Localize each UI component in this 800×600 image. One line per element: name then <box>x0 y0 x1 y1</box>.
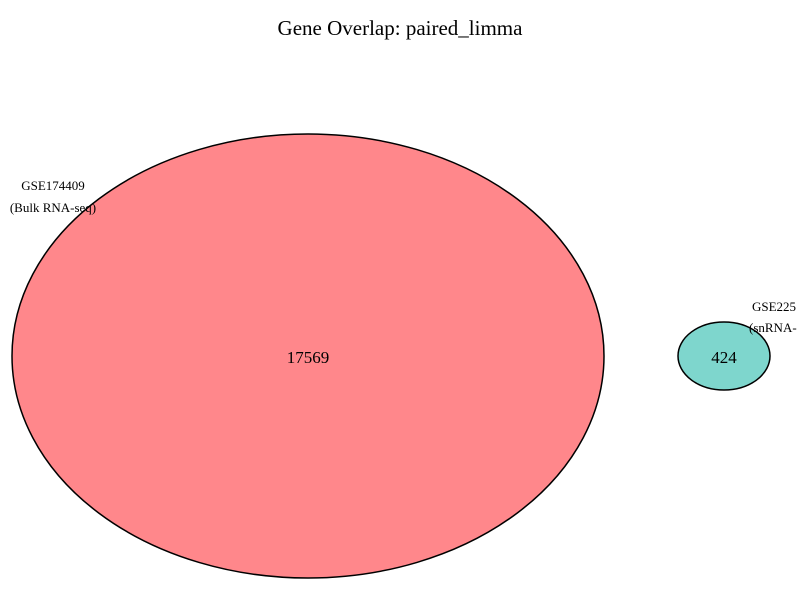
set-ellipse-right <box>677 321 771 391</box>
set-ellipse-left <box>11 133 605 579</box>
set-label-right-id: GSE225 <box>752 299 796 314</box>
set-label-left-type: (Bulk RNA-seq) <box>10 200 96 215</box>
region-count-right-only: 424 <box>711 348 737 367</box>
set-label-left-id: GSE174409 <box>21 178 85 193</box>
region-count-left-only: 17569 <box>287 348 330 367</box>
figure-title: Gene Overlap: paired_limma <box>277 16 523 40</box>
set-label-right-type: (snRNA- <box>749 320 797 335</box>
